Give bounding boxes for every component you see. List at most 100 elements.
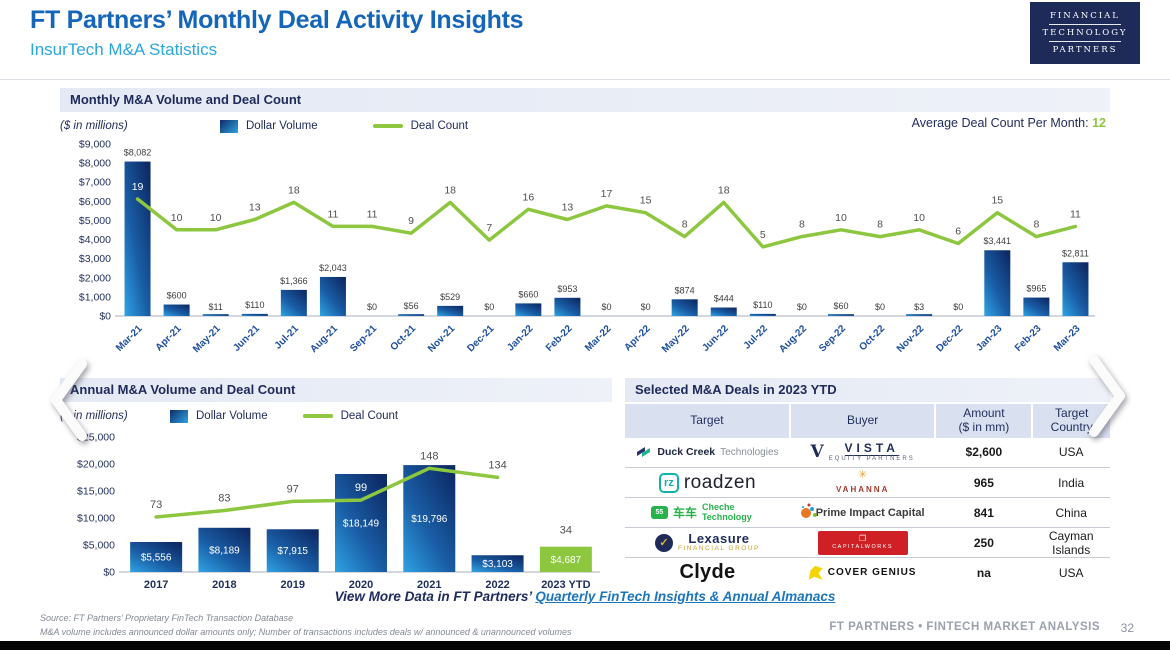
prev-slide-button[interactable] xyxy=(44,356,96,444)
amount-cell: 250 xyxy=(935,527,1033,558)
x-tick-label: Feb-22 xyxy=(544,323,575,354)
x-tick-label: Mar-21 xyxy=(114,323,145,354)
table-row: 55 车车 Cheche Technology Prime Impact Cap… xyxy=(625,497,1110,528)
lexasure-check-icon: ✓ xyxy=(655,533,674,552)
x-tick-label: Dec-21 xyxy=(465,323,496,354)
average-label: Average Deal Count Per Month: xyxy=(911,116,1089,130)
annual-legend: ($ in millions) Dollar Volume Deal Count xyxy=(60,408,612,424)
deal-count-swatch xyxy=(302,414,333,418)
table-row: Clyde COVER GENIUS na USA xyxy=(625,557,1110,588)
deal-count-label: 83 xyxy=(218,493,230,505)
bar-value-label: $529 xyxy=(440,292,460,302)
y-tick-label: $5,000 xyxy=(83,540,115,552)
y-tick-label: $1,000 xyxy=(79,291,111,303)
country-cell: India xyxy=(1032,467,1110,498)
bar-value-label: $3,441 xyxy=(984,236,1012,246)
source-note-2: M&A volume includes announced dollar amo… xyxy=(40,627,572,637)
logo-line-3: PARTNERS xyxy=(1052,45,1118,55)
deal-count-label: 6 xyxy=(955,225,961,237)
volume-bar xyxy=(198,527,251,572)
x-tick-label: Nov-22 xyxy=(895,323,927,355)
deal-count-line xyxy=(154,466,500,519)
x-tick-label: Jan-23 xyxy=(974,323,1004,353)
volume-bar xyxy=(403,465,456,572)
monthly-legend: ($ in millions) Dollar Volume Deal Count xyxy=(60,118,1110,134)
table-row: ✓ Lexasure FINANCIAL GROUP ❐ CAPITALWORK… xyxy=(625,527,1110,558)
x-tick-label: Jun-21 xyxy=(231,323,262,354)
next-slide-button[interactable] xyxy=(1080,352,1132,440)
bar-value-label: $2,811 xyxy=(1062,248,1089,258)
table-header-row: Target Buyer Amount ($ in mm) Target Cou… xyxy=(625,404,1110,438)
units-label: ($ in millions) xyxy=(60,120,128,132)
y-tick-label: $2,000 xyxy=(79,272,111,284)
x-tick-label: Dec-22 xyxy=(934,323,965,354)
bar-value-label: $18,149 xyxy=(343,518,380,529)
dollar-volume-swatch xyxy=(170,409,188,423)
deal-count-label: 18 xyxy=(718,184,730,196)
annual-section-title: Annual M&A Volume and Deal Count xyxy=(60,378,612,402)
annual-chart: $0$5,000$10,000$15,000$20,000$25,000$5,5… xyxy=(77,432,600,591)
x-tick-label: 2018 xyxy=(212,579,236,591)
source-note-1: Source: FT Partners’ Proprietary FinTech… xyxy=(40,613,294,623)
y-tick-label: $4,000 xyxy=(79,234,111,246)
x-tick-label: May-21 xyxy=(191,323,223,355)
bar-value-label: $60 xyxy=(833,301,848,311)
bar-value-label: $1,366 xyxy=(280,276,308,286)
deal-count-label: 15 xyxy=(640,195,652,207)
deal-count-legend-label: Deal Count xyxy=(410,120,469,132)
deal-count-label: 34 xyxy=(560,524,572,536)
x-tick-label: Mar-23 xyxy=(1052,323,1083,354)
vista-v-icon: V xyxy=(810,442,824,463)
country-cell: Cayman Islands xyxy=(1032,527,1110,558)
x-tick-label: Oct-22 xyxy=(857,323,887,353)
logo-divider xyxy=(1049,24,1121,25)
volume-bar xyxy=(827,314,854,316)
x-tick-label: Mar-22 xyxy=(583,323,614,354)
bar-value-label: $600 xyxy=(167,291,187,301)
country-cell: USA xyxy=(1032,557,1110,588)
duck-creek-logo: Duck Creek Technologies xyxy=(625,446,790,458)
bar-value-label: $0 xyxy=(875,302,885,312)
bar-value-label: $874 xyxy=(675,285,695,295)
volume-bar xyxy=(437,305,464,316)
x-tick-label: Nov-21 xyxy=(426,323,458,355)
bar-value-label: $7,915 xyxy=(277,546,308,557)
dollar-volume-swatch xyxy=(220,119,238,133)
lexasure-logo: ✓ Lexasure FINANCIAL GROUP xyxy=(625,532,790,552)
deal-count-swatch xyxy=(372,124,403,128)
volume-bar xyxy=(266,529,319,572)
deal-count-label: 16 xyxy=(522,191,534,203)
bar-value-label: $3 xyxy=(914,302,924,312)
quarterly-insights-link[interactable]: Quarterly FinTech Insights & Annual Alma… xyxy=(535,589,836,604)
deal-count-label: 8 xyxy=(682,219,688,231)
page-number: 32 xyxy=(1120,621,1134,635)
logo-line-1: FINANCIAL xyxy=(1050,11,1120,21)
bar-value-label: $110 xyxy=(245,300,264,310)
x-tick-label: Jan-22 xyxy=(505,323,535,353)
x-tick-label: Sep-22 xyxy=(817,323,848,354)
cover-genius-icon xyxy=(808,565,823,580)
prime-impact-logo: Prime Impact Capital xyxy=(790,507,936,519)
y-tick-label: $7,000 xyxy=(79,177,111,189)
col-target: Target xyxy=(625,404,791,438)
bottom-bar xyxy=(0,641,1170,650)
deal-count-label: 8 xyxy=(877,219,883,231)
bar-value-label: $0 xyxy=(367,302,377,312)
x-tick-label: 2017 xyxy=(144,579,168,591)
x-tick-label: 2020 xyxy=(349,579,373,591)
deals-table-title: Selected M&A Deals in 2023 YTD xyxy=(625,378,1110,402)
y-tick-label: $9,000 xyxy=(79,139,111,151)
deal-count-label: 11 xyxy=(327,208,338,220)
x-tick-label: Jul-21 xyxy=(273,323,302,352)
logo-line-2: TECHNOLOGY xyxy=(1042,28,1128,38)
deal-count-label: 8 xyxy=(1033,219,1039,231)
amount-cell: $2,600 xyxy=(965,445,1003,460)
deal-count-label: 8 xyxy=(799,219,805,231)
deal-count-label: 10 xyxy=(171,212,183,224)
deal-count-label: 13 xyxy=(249,202,261,214)
deal-count-label: 18 xyxy=(288,184,300,196)
volume-bar xyxy=(130,541,183,572)
bar-value-label: $56 xyxy=(404,301,419,311)
page-subtitle: InsurTech M&A Statistics xyxy=(30,40,218,59)
